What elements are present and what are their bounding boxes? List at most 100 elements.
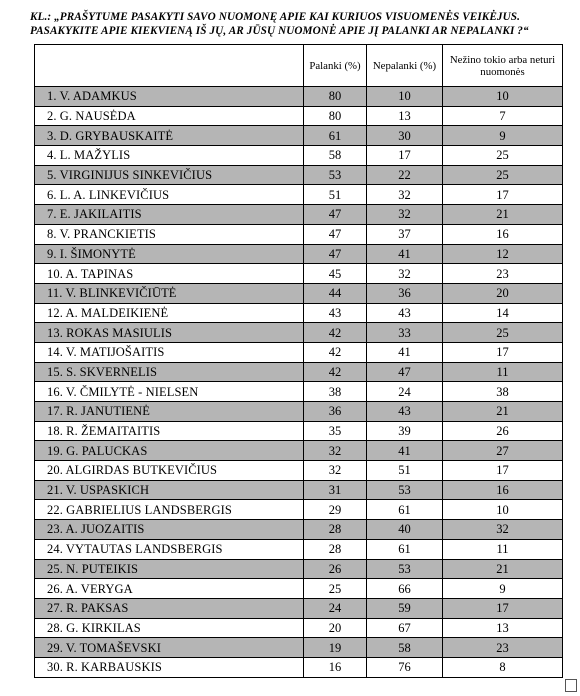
cell-nezino: 27 [442,440,563,462]
table-row: 15. S. SKVERNELIS 42 47 11 [34,361,563,383]
cell-palanki: 42 [303,341,367,363]
cell-nepalanki: 32 [366,263,443,284]
cell-nezino: 12 [442,243,563,265]
cell-nepalanki: 53 [366,558,443,580]
table-row: 28. G. KIRKILAS 20 67 13 [34,617,563,639]
question-text: KL.: „PRAŠYTUME PASAKYTI SAVO NUOMONĘ AP… [30,10,575,38]
table-row: 27. R. PAKSAS 24 59 17 [34,597,563,619]
cell-nezino: 25 [442,145,563,166]
cell-name: 17. R. JANUTIENĖ [34,401,304,422]
table-row: 9. I. ŠIMONYTĖ 47 41 12 [34,243,563,265]
cell-nepalanki: 59 [366,597,443,619]
cell-nezino: 13 [442,617,563,639]
table-row: 1. V. ADAMKUS 80 10 10 [34,86,563,107]
cell-nezino: 23 [442,637,563,658]
cell-nezino: 9 [442,125,563,147]
table-row: 17. R. JANUTIENĖ 36 43 21 [34,401,563,422]
cell-nezino: 21 [442,401,563,422]
cell-nepalanki: 36 [366,282,443,304]
cell-name: 16. V. ČMILYTĖ - NIELSEN [34,381,304,402]
cell-nezino: 20 [442,282,563,304]
cell-nezino: 23 [442,263,563,284]
cell-palanki: 24 [303,597,367,619]
cell-palanki: 53 [303,164,367,186]
cell-palanki: 36 [303,401,367,422]
cell-nepalanki: 47 [366,361,443,383]
cell-name: 5. VIRGINIJUS SINKEVIČIUS [34,164,304,186]
cell-nepalanki: 13 [366,105,443,127]
cell-nepalanki: 22 [366,164,443,186]
table-row: 7. E. JAKILAITIS 47 32 21 [34,204,563,225]
header-palanki: Palanki (%) [303,44,367,87]
cell-palanki: 31 [303,479,367,501]
cell-name: 9. I. ŠIMONYTĖ [34,243,304,265]
cell-name: 22. GABRIELIUS LANDSBERGIS [34,499,304,521]
cell-name: 12. A. MALDEIKIENĖ [34,302,304,324]
cell-palanki: 29 [303,499,367,521]
ratings-table: Palanki (%) Nepalanki (%) Nežino tokio a… [34,44,563,678]
cell-nepalanki: 41 [366,440,443,462]
cell-name: 6. L. A. LINKEVIČIUS [34,184,304,206]
cell-nezino: 14 [442,302,563,324]
cell-palanki: 28 [303,538,367,560]
cell-nezino: 38 [442,381,563,402]
cell-palanki: 32 [303,460,367,481]
cell-name: 24. VYTAUTAS LANDSBERGIS [34,538,304,560]
table-row: 30. R. KARBAUSKIS 16 76 8 [34,656,563,678]
question-line-2: PASAKYKITE APIE KIEKVIENĄ IŠ JŲ, AR JŪSŲ… [30,25,529,37]
cell-nepalanki: 61 [366,538,443,560]
cell-name: 21. V. USPASKICH [34,479,304,501]
cell-nepalanki: 24 [366,381,443,402]
cell-nepalanki: 10 [366,86,443,107]
corner-box [565,679,577,692]
cell-name: 8. V. PRANCKIETIS [34,223,304,245]
header-name [34,44,304,87]
cell-nepalanki: 17 [366,145,443,166]
table-row: 26. A. VERYGA 25 66 9 [34,578,563,599]
table-row: 29. V. TOMAŠEVSKI 19 58 23 [34,637,563,658]
cell-name: 7. E. JAKILAITIS [34,204,304,225]
cell-nepalanki: 67 [366,617,443,639]
table-header-row: Palanki (%) Nepalanki (%) Nežino tokio a… [34,44,563,87]
cell-nepalanki: 51 [366,460,443,481]
table-row: 11. V. BLINKEVIČIŪTĖ 44 36 20 [34,282,563,304]
cell-name: 18. R. ŽEMAITAITIS [34,420,304,442]
table-row: 8. V. PRANCKIETIS 47 37 16 [34,223,563,245]
cell-palanki: 38 [303,381,367,402]
table-row: 25. N. PUTEIKIS 26 53 21 [34,558,563,580]
table-row: 22. GABRIELIUS LANDSBERGIS 29 61 10 [34,499,563,521]
cell-nezino: 10 [442,499,563,521]
cell-name: 13. ROKAS MASIULIS [34,322,304,343]
cell-palanki: 43 [303,302,367,324]
cell-name: 15. S. SKVERNELIS [34,361,304,383]
table-row: 12. A. MALDEIKIENĖ 43 43 14 [34,302,563,324]
cell-nepalanki: 32 [366,184,443,206]
cell-palanki: 42 [303,322,367,343]
cell-nepalanki: 61 [366,499,443,521]
cell-nezino: 21 [442,204,563,225]
header-nezino: Nežino tokio arba neturi nuomonės [442,44,563,87]
cell-nepalanki: 58 [366,637,443,658]
cell-name: 30. R. KARBAUSKIS [34,656,304,678]
cell-palanki: 16 [303,656,367,678]
cell-name: 25. N. PUTEIKIS [34,558,304,580]
table-row: 14. V. MATIJOŠAITIS 42 41 17 [34,341,563,363]
cell-nezino: 17 [442,460,563,481]
table-row: 24. VYTAUTAS LANDSBERGIS 28 61 11 [34,538,563,560]
cell-name: 11. V. BLINKEVIČIŪTĖ [34,282,304,304]
cell-palanki: 80 [303,105,367,127]
cell-nezino: 26 [442,420,563,442]
cell-name: 29. V. TOMAŠEVSKI [34,637,304,658]
cell-nezino: 7 [442,105,563,127]
cell-nezino: 8 [442,656,563,678]
cell-name: 19. G. PALUCKAS [34,440,304,462]
cell-nepalanki: 43 [366,302,443,324]
table-row: 10. A. TAPINAS 45 32 23 [34,263,563,284]
cell-nepalanki: 53 [366,479,443,501]
cell-name: 1. V. ADAMKUS [34,86,304,107]
table-row: 6. L. A. LINKEVIČIUS 51 32 17 [34,184,563,206]
cell-palanki: 47 [303,243,367,265]
table-row: 20. ALGIRDAS BUTKEVIČIUS 32 51 17 [34,460,563,481]
cell-nepalanki: 43 [366,401,443,422]
cell-palanki: 47 [303,223,367,245]
